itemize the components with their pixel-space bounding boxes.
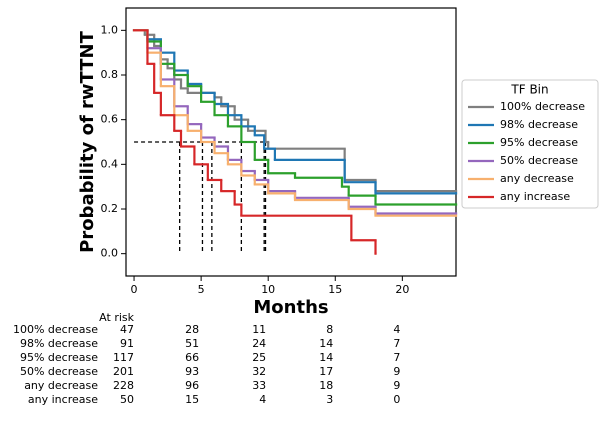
risk-count: 50 — [120, 393, 134, 406]
risk-count: 51 — [185, 337, 199, 350]
x-tick-label: 10 — [261, 283, 275, 296]
risk-row-label: 50% decrease — [20, 365, 98, 378]
risk-count: 201 — [113, 365, 134, 378]
x-tick-label: 20 — [395, 283, 409, 296]
risk-count: 91 — [120, 337, 134, 350]
y-tick-label: 1.0 — [101, 23, 119, 36]
x-tick-label: 15 — [328, 283, 342, 296]
risk-count: 14 — [319, 337, 333, 350]
risk-row-label: any increase — [28, 393, 98, 406]
legend-label: 50% decrease — [500, 154, 578, 167]
risk-count: 15 — [185, 393, 199, 406]
risk-row-label: 98% decrease — [20, 337, 98, 350]
risk-count: 96 — [185, 379, 199, 392]
risk-count: 228 — [113, 379, 134, 392]
risk-count: 93 — [185, 365, 199, 378]
y-tick-label: 0.0 — [101, 247, 119, 260]
y-tick-label: 0.4 — [101, 157, 119, 170]
km-curve — [132, 29, 458, 217]
y-tick-label: 0.2 — [101, 202, 119, 215]
risk-row-label: 100% decrease — [13, 323, 98, 336]
km-curve — [132, 29, 458, 195]
risk-count: 47 — [120, 323, 134, 336]
plot-frame — [125, 7, 457, 277]
km-curve — [132, 29, 458, 215]
km-curve — [132, 29, 377, 255]
y-axis-title: Probability of rwTTNT — [77, 30, 98, 252]
risk-count: 28 — [185, 323, 199, 336]
legend-title: TF Bin — [510, 83, 548, 97]
legend-label: 98% decrease — [500, 118, 578, 131]
x-tick-label: 5 — [198, 283, 205, 296]
risk-count: 25 — [252, 351, 266, 364]
risk-count: 7 — [393, 337, 400, 350]
risk-table-title: At risk — [99, 311, 134, 324]
risk-count: 8 — [326, 323, 333, 336]
y-tick-label: 0.8 — [101, 68, 119, 81]
risk-count: 11 — [252, 323, 266, 336]
risk-row-label: any decrease — [24, 379, 98, 392]
risk-count: 32 — [252, 365, 266, 378]
x-axis-title: Months — [253, 297, 328, 318]
legend-box — [461, 79, 599, 209]
risk-count: 24 — [252, 337, 266, 350]
km-curve — [132, 29, 458, 206]
risk-count: 3 — [326, 393, 333, 406]
risk-count: 117 — [113, 351, 134, 364]
km-curve — [132, 29, 458, 193]
risk-count: 9 — [393, 365, 400, 378]
risk-count: 14 — [319, 351, 333, 364]
risk-count: 4 — [393, 323, 400, 336]
risk-count: 18 — [319, 379, 333, 392]
risk-count: 9 — [393, 379, 400, 392]
risk-count: 4 — [259, 393, 266, 406]
risk-count: 7 — [393, 351, 400, 364]
risk-count: 0 — [393, 393, 400, 406]
risk-count: 17 — [319, 365, 333, 378]
risk-count: 66 — [185, 351, 199, 364]
x-tick-label: 0 — [131, 283, 138, 296]
risk-row-label: 95% decrease — [20, 351, 98, 364]
legend-label: 100% decrease — [500, 100, 585, 113]
legend-label: any increase — [500, 190, 570, 203]
legend-label: 95% decrease — [500, 136, 578, 149]
y-tick-label: 0.6 — [101, 113, 119, 126]
legend-label: any decrease — [500, 172, 574, 185]
risk-count: 33 — [252, 379, 266, 392]
